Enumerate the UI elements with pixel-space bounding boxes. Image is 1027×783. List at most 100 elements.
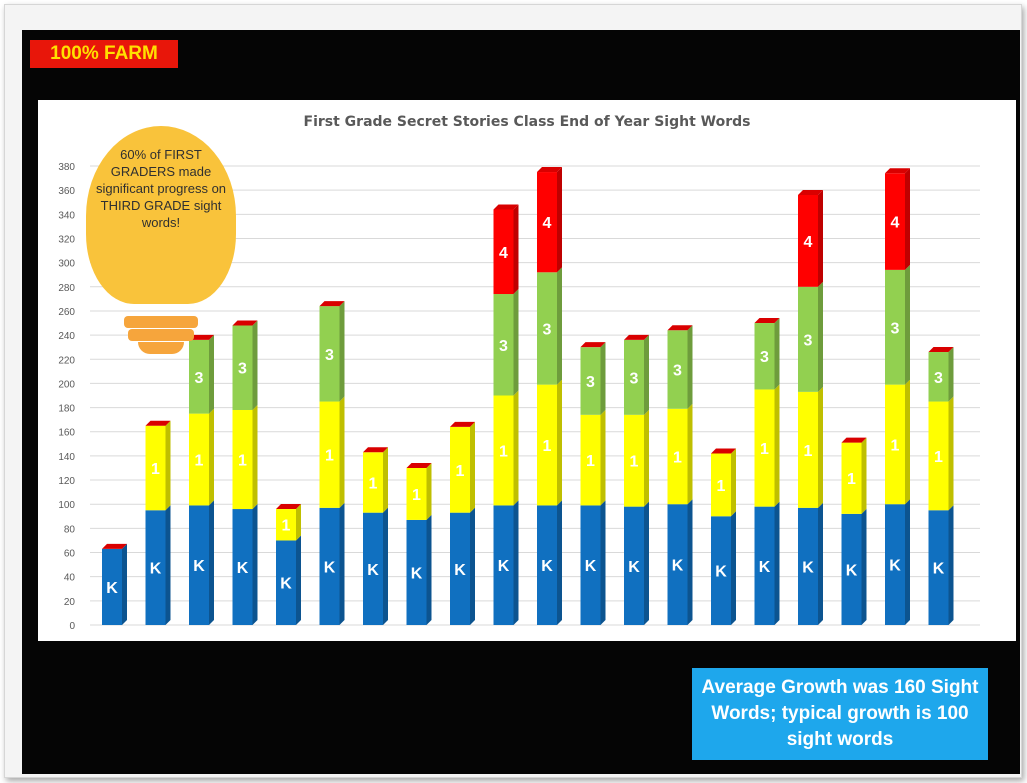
y-tick-label: 280: [58, 283, 75, 294]
bar-side-4: [905, 168, 910, 270]
y-tick-label: 320: [58, 234, 75, 245]
bar-side-4: [557, 167, 562, 273]
bar-label-1: 1: [456, 463, 465, 480]
bar-segment-K: [232, 509, 253, 625]
y-tick-label: 120: [58, 476, 75, 487]
y-tick-label: 260: [58, 307, 75, 318]
bar-side-1: [296, 504, 301, 541]
bar-segment-4: [493, 209, 514, 295]
bar-segment-1: [493, 395, 514, 506]
bar-side-K: [600, 500, 606, 625]
bar-segment-1: [580, 414, 601, 506]
y-tick-label: 40: [64, 573, 76, 584]
bar-segment-K: [102, 548, 122, 625]
bar-segment-K: [667, 504, 688, 625]
bar-label-3: 3: [238, 361, 247, 378]
bar-segment-1: [624, 414, 644, 507]
bar-label-K: K: [672, 558, 684, 575]
bar-segment-3: [537, 272, 557, 385]
bar-side-K: [644, 501, 649, 625]
bar-segment-K: [885, 504, 905, 625]
bar-side-3: [948, 347, 954, 402]
bar-label-K: K: [715, 564, 727, 581]
y-tick-label: 300: [58, 259, 75, 270]
bar-label-K: K: [367, 562, 379, 579]
bar-side-1: [731, 448, 736, 517]
bar-segment-3: [754, 323, 775, 390]
y-tick-label: 340: [58, 210, 75, 221]
bar-side-K: [513, 500, 519, 625]
bar-segment-3: [798, 286, 818, 392]
bar-side-1: [948, 396, 954, 511]
bar-label-4: 4: [891, 215, 900, 232]
bar-label-3: 3: [804, 332, 813, 349]
bar-segment-1: [798, 391, 818, 508]
bar-top-cap: [450, 421, 475, 427]
bar-label-3: 3: [891, 320, 900, 337]
chart-title: First Grade Secret Stories Class End of …: [303, 114, 751, 130]
bar-segment-1: [406, 467, 427, 520]
y-tick-label: 80: [64, 524, 76, 535]
bar-label-K: K: [237, 560, 249, 577]
bar-side-3: [252, 320, 258, 410]
bar-segment-1: [537, 384, 557, 506]
bar-label-4: 4: [499, 245, 508, 262]
bar-label-4: 4: [543, 215, 552, 232]
bar-side-K: [470, 507, 475, 625]
bar-segment-3: [624, 339, 644, 415]
lightbulb-base: [128, 329, 194, 341]
bar-side-3: [513, 289, 519, 396]
bar-side-K: [165, 505, 171, 625]
y-tick-label: 20: [64, 597, 76, 608]
bar-side-1: [905, 379, 910, 505]
bar-side-1: [774, 384, 780, 507]
bar-top-cap: [667, 325, 693, 331]
bar-label-1: 1: [804, 443, 813, 460]
bar-side-3: [209, 334, 214, 414]
bar-segment-K: [276, 540, 296, 625]
bar-label-1: 1: [499, 443, 508, 460]
bar-label-K: K: [889, 558, 901, 575]
bar-label-K: K: [628, 559, 640, 576]
bar-segment-K: [580, 505, 601, 625]
y-tick-label: 240: [58, 331, 75, 342]
bar-segment-1: [754, 389, 775, 507]
lightbulb-base: [138, 342, 184, 354]
bar-segment-K: [319, 507, 340, 625]
bar-segment-1: [667, 408, 688, 505]
bar-side-4: [818, 189, 823, 287]
bar-segment-K: [189, 505, 209, 625]
bar-label-3: 3: [325, 347, 334, 364]
bar-segment-3: [493, 294, 514, 396]
y-tick-label: 220: [58, 355, 75, 366]
bar-segment-K: [624, 506, 644, 625]
bar-side-1: [861, 437, 867, 514]
bar-label-K: K: [150, 561, 162, 578]
bar-segment-1: [363, 452, 383, 513]
bar-segment-K: [145, 510, 166, 625]
bar-segment-K: [406, 519, 427, 625]
bar-top-cap: [928, 347, 954, 353]
y-tick-label: 200: [58, 379, 75, 390]
lightbulb-icon: [86, 126, 236, 304]
bar-segment-K: [711, 516, 731, 625]
bar-segment-4: [537, 172, 557, 273]
bar-label-1: 1: [891, 437, 900, 454]
y-tick-label: 60: [64, 549, 76, 560]
y-tick-label: 0: [69, 621, 75, 632]
bar-segment-3: [667, 330, 688, 409]
bar-side-1: [818, 386, 823, 508]
bar-segment-1: [450, 426, 470, 513]
bar-label-K: K: [193, 558, 205, 575]
y-tick-label: 380: [58, 162, 75, 173]
bar-label-K: K: [106, 580, 118, 597]
bar-label-1: 1: [760, 441, 769, 458]
bar-label-3: 3: [586, 374, 595, 391]
bar-label-1: 1: [151, 461, 160, 478]
bar-side-K: [687, 499, 693, 625]
bar-label-1: 1: [717, 478, 726, 495]
bar-segment-1: [189, 413, 209, 506]
lightbulb-base: [124, 316, 198, 328]
bar-segment-1: [276, 509, 296, 541]
bar-top-cap: [232, 320, 258, 326]
